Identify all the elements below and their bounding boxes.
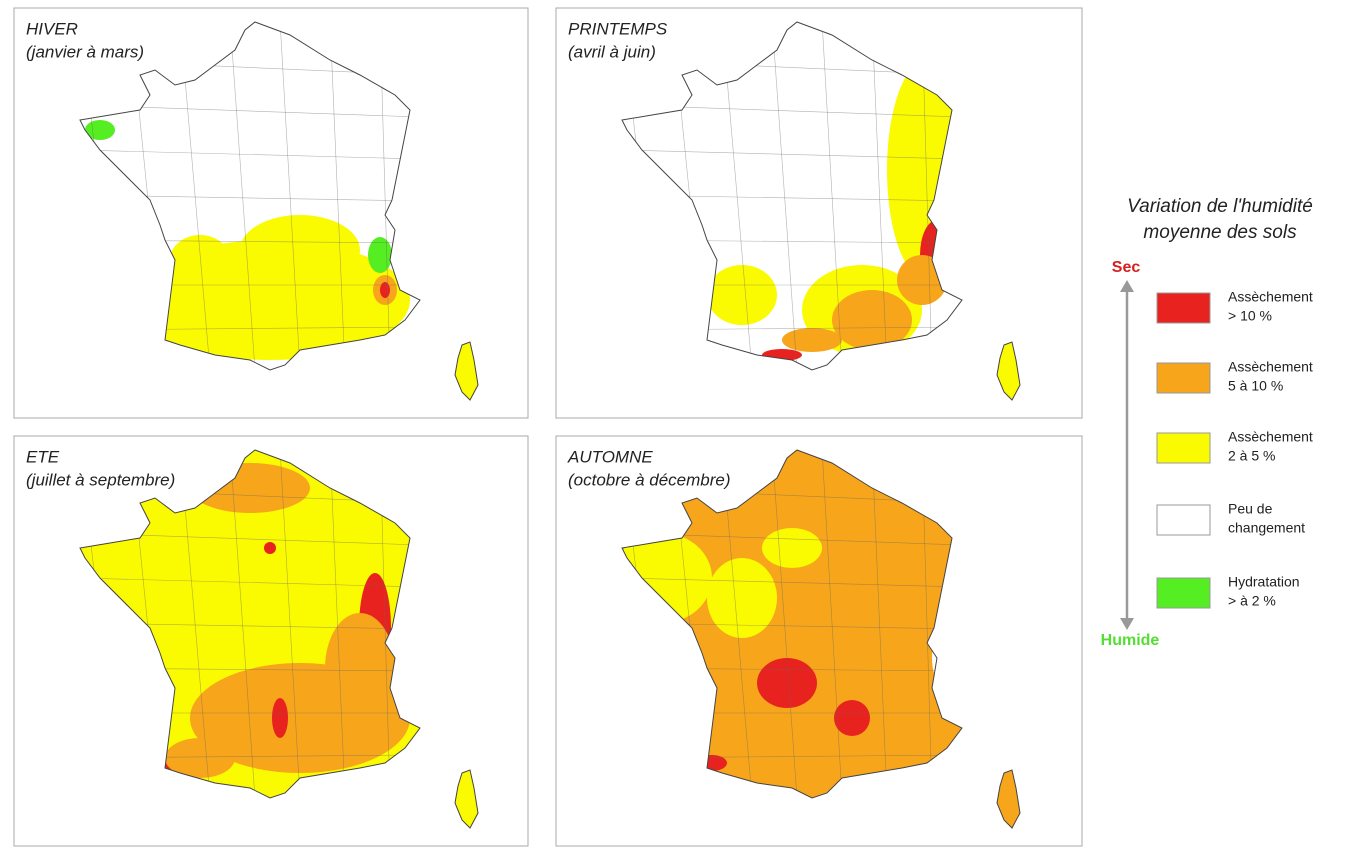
panel-subtitle: (avril à juin) bbox=[568, 42, 656, 61]
corsica bbox=[996, 341, 1021, 401]
map-base bbox=[622, 450, 962, 798]
map-zone bbox=[832, 290, 912, 350]
map-zone bbox=[380, 282, 390, 298]
map-zone bbox=[85, 120, 115, 140]
department-border bbox=[871, 450, 888, 798]
map-zone bbox=[368, 237, 392, 273]
legend-swatch bbox=[1156, 432, 1211, 464]
map bbox=[621, 449, 1021, 829]
map-zone bbox=[782, 328, 842, 352]
department-border bbox=[229, 450, 256, 798]
map-zone bbox=[707, 265, 777, 325]
legend-label: Peu de bbox=[1228, 501, 1273, 517]
legend-label: Assèchement bbox=[1228, 359, 1313, 375]
map-zone bbox=[762, 528, 822, 568]
legend-swatch bbox=[1156, 504, 1211, 536]
department-border bbox=[771, 450, 798, 798]
map-zone bbox=[240, 215, 360, 285]
department-border bbox=[279, 450, 301, 798]
panel-title: ETE bbox=[26, 447, 60, 466]
panel-subtitle: (janvier à mars) bbox=[26, 42, 144, 61]
department-border bbox=[771, 22, 798, 370]
map-panels: HIVER (janvier à mars) PRINTEMPS (avril à j… bbox=[13, 7, 1083, 847]
panel-title: PRINTEMPS bbox=[568, 19, 668, 38]
france-outline bbox=[621, 449, 963, 799]
department-border bbox=[329, 450, 346, 798]
department-border bbox=[821, 22, 843, 370]
map bbox=[79, 21, 479, 401]
bottom-label: Humide bbox=[1101, 632, 1160, 649]
map-zone bbox=[264, 542, 276, 554]
top-label: Sec bbox=[1112, 259, 1141, 276]
department-border bbox=[622, 577, 962, 588]
legend-label: 5 à 10 % bbox=[1228, 378, 1283, 394]
department-border bbox=[229, 22, 256, 370]
corsica bbox=[454, 341, 479, 401]
map-zone bbox=[325, 613, 395, 723]
legend-label: changement bbox=[1228, 520, 1305, 536]
department-border bbox=[80, 149, 420, 160]
legend-label: Hydratation bbox=[1228, 574, 1300, 590]
map-zone bbox=[272, 698, 288, 738]
panel-title: AUTOMNE bbox=[567, 447, 653, 466]
legend-label: > 10 % bbox=[1228, 308, 1272, 324]
legend-label: 2 à 5 % bbox=[1228, 448, 1275, 464]
france-outline bbox=[621, 21, 963, 371]
legend: Variation de l'humidité moyenne des sols… bbox=[1101, 196, 1313, 649]
legend-swatch bbox=[1156, 362, 1211, 394]
corsica bbox=[996, 769, 1021, 829]
legend-swatch bbox=[1156, 577, 1211, 609]
map-zone bbox=[165, 738, 235, 778]
corsica bbox=[454, 769, 479, 829]
department-border bbox=[622, 149, 962, 160]
department-border bbox=[329, 22, 346, 370]
legend-title: moyenne des sols bbox=[1143, 222, 1297, 243]
panel-subtitle: (juillet à septembre) bbox=[26, 470, 175, 489]
map-zone bbox=[170, 235, 230, 285]
department-border bbox=[821, 450, 843, 798]
map-fill bbox=[80, 22, 420, 370]
legend-label: > à 2 % bbox=[1228, 593, 1276, 609]
map-zone bbox=[834, 700, 870, 736]
legend-swatch bbox=[1156, 292, 1211, 324]
map-zone bbox=[757, 658, 817, 708]
map-fill bbox=[622, 450, 962, 798]
france-outline bbox=[79, 21, 421, 371]
map-zone bbox=[707, 558, 777, 638]
legend-label: Assèchement bbox=[1228, 429, 1313, 445]
department-border bbox=[279, 22, 301, 370]
france-outline bbox=[79, 449, 421, 799]
legend-label: Assèchement bbox=[1228, 289, 1313, 305]
panel-title: HIVER bbox=[26, 19, 78, 38]
panel-subtitle: (octobre à décembre) bbox=[568, 470, 731, 489]
legend-title: Variation de l'humidité bbox=[1127, 196, 1313, 217]
department-border bbox=[80, 577, 420, 588]
department-border bbox=[871, 22, 888, 370]
